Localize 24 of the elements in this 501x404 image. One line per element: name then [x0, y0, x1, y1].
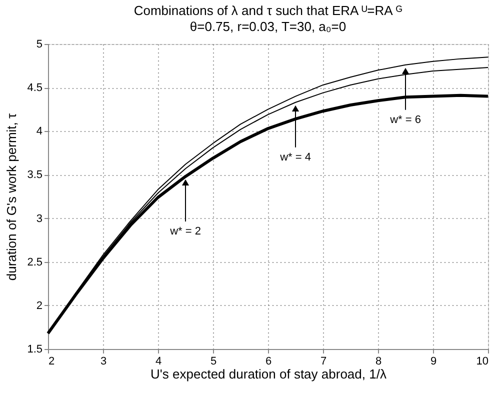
- x-tick-label: 2: [48, 356, 55, 368]
- x-tick-label: 4: [155, 356, 162, 368]
- x-tick-label: 9: [430, 356, 437, 368]
- x-tick-label: 3: [100, 356, 107, 368]
- annotation: w* = 6: [389, 114, 421, 126]
- x-tick-label: 6: [265, 356, 272, 368]
- x-tick-label: 10: [476, 356, 488, 368]
- y-tick-label: 3: [36, 212, 42, 225]
- annotation: w* = 4: [279, 151, 311, 164]
- x-tick-label: 7: [320, 356, 327, 368]
- y-axis-title: duration of G's work permit, τ: [4, 112, 20, 281]
- y-tick-label: 4: [36, 126, 42, 138]
- y-tick-label: 2: [36, 300, 42, 312]
- y-tick-label: 5: [36, 38, 42, 50]
- chart-subtitle: θ=0.75, r=0.03, T=30, a₀=0: [190, 19, 346, 34]
- chart-title: Combinations of λ and τ such that ERA ᵁ=RA ᴳ: [134, 3, 403, 18]
- y-tick-label: 3.5: [27, 169, 42, 182]
- x-tick-label: 5: [210, 356, 217, 368]
- x-axis-title: U's expected duration of stay abroad, 1/λ: [150, 366, 387, 382]
- y-tick-label: 4.5: [27, 82, 42, 94]
- annotation: w* = 2: [169, 225, 201, 238]
- y-tick-label: 2.5: [27, 256, 42, 268]
- y-tick-label: 1.5: [27, 344, 42, 356]
- x-tick-label: 8: [375, 356, 382, 368]
